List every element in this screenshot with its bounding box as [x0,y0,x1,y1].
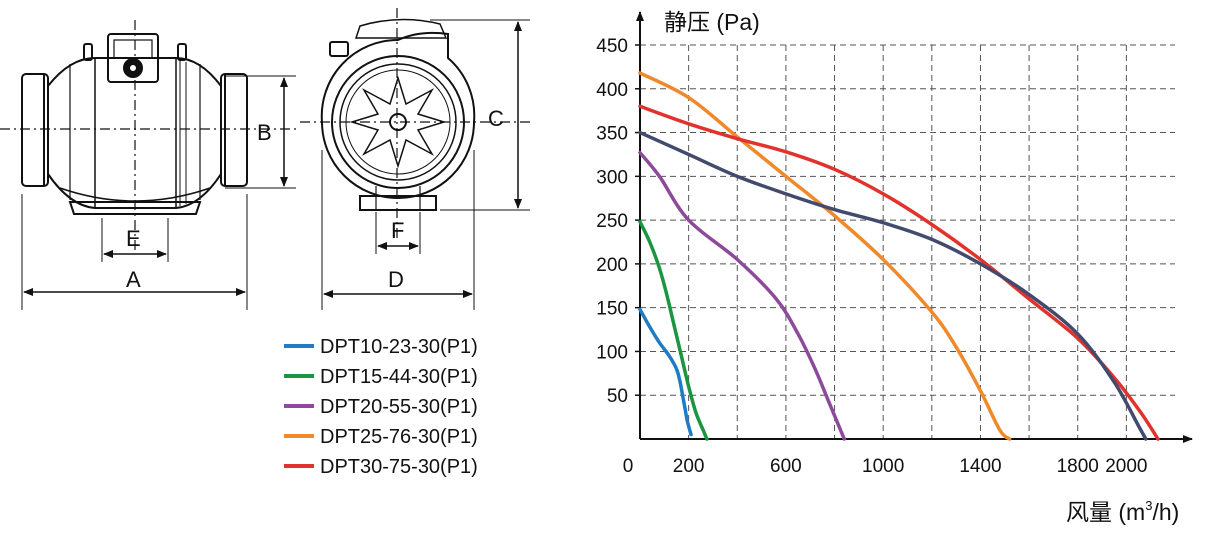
x-tick-label: 600 [770,456,802,477]
series-line-4 [638,71,1012,441]
y-axis-title: 静压 (Pa) [664,9,760,35]
series-line-3 [638,150,847,441]
legend-label: DPT15-44-30(P1) [320,366,478,388]
y-tick-label: 300 [596,167,628,188]
y-axis-ticks: 50 100 150 200 250 300 350 400 450 [596,36,640,407]
dimension-label-b: B [257,120,272,145]
chart-grid [640,44,1175,439]
pressure-flow-chart: 50 100 150 200 250 300 350 400 450 0 200 600 1000 14… [596,9,1193,525]
dimension-label-d: D [388,267,404,292]
x-axis-ticks: 0 200 600 1000 1400 1800 2000 [623,456,1148,477]
x-tick-label: 2000 [1105,456,1147,477]
chart-legend: DPT10-23-30(P1) DPT15-44-30(P1) DPT20-55-3… [284,336,478,478]
series-line-2 [638,220,709,441]
y-tick-label: 50 [607,386,628,407]
dimension-label-a: A [126,267,141,292]
legend-label: DPT10-23-30(P1) [320,336,478,358]
series-line-5 [638,104,1160,441]
chart-series [638,71,1160,441]
x-tick-label: 200 [673,456,705,477]
x-axis-title: 风量 (m3/h) [1066,498,1179,525]
x-tick-label: 1000 [862,456,904,477]
legend-label: DPT30-75-30(P1) [320,456,478,478]
y-tick-label: 450 [596,36,628,57]
x-axis-title-suffix: /h) [1152,499,1179,525]
legend-label: DPT20-55-30(P1) [320,396,478,418]
y-tick-label: 400 [596,80,628,101]
y-tick-label: 250 [596,211,628,232]
y-tick-label: 100 [596,342,628,363]
fan-side-view-drawing [0,20,300,310]
y-tick-label: 150 [596,299,628,320]
fan-front-view-drawing [300,8,530,310]
y-tick-label: 350 [596,124,628,145]
y-tick-label: 200 [596,255,628,276]
x-tick-label: 0 [623,456,634,477]
x-tick-label: 1800 [1057,456,1099,477]
dimension-label-e: E [126,226,141,251]
x-tick-label: 1400 [959,456,1001,477]
legend-label: DPT25-76-30(P1) [320,426,478,448]
x-axis-title-sup: 3 [1145,498,1152,513]
dimension-label-c: C [488,106,504,131]
x-axis-title-prefix: 风量 (m [1066,499,1145,525]
dimension-label-f: F [391,218,404,243]
series-line-6 [638,130,1148,441]
series-line-1 [638,307,693,437]
